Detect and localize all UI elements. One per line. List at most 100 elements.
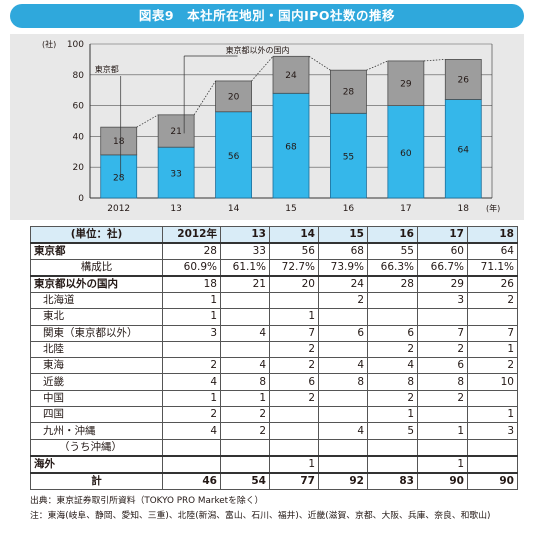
source-note: 出典：東京証券取引所資料（TOKYO PRO Marketを除く） <box>30 496 264 506</box>
table-cell: 1 <box>162 291 221 310</box>
x-tick-label: 16 <box>343 204 355 214</box>
table-cell <box>162 454 221 474</box>
table-cell: 54 <box>220 471 270 490</box>
table-cell <box>162 438 221 457</box>
table-cell: 2 <box>417 340 468 359</box>
table-row: 北陸 2 2 2 1 <box>30 340 518 359</box>
table-cell: 6 <box>367 324 418 342</box>
x-tick-label: 2012 <box>107 204 130 214</box>
table-cell <box>220 308 270 326</box>
trend-connector <box>366 60 389 71</box>
data-label-tokyo: 60 <box>400 149 412 159</box>
table-row: 東京都 28 33 56 68 55 60 64 <box>30 242 518 260</box>
table-cell: 2 <box>467 291 518 310</box>
table-cell: 92 <box>318 471 368 490</box>
table-cell <box>220 438 270 457</box>
y-tick-label: 20 <box>73 163 85 173</box>
table-cell: 2 <box>367 340 418 359</box>
table-cell: 4 <box>318 357 368 375</box>
table-cell: 2 <box>269 357 319 375</box>
year-header: 18 <box>467 226 518 244</box>
table-row: 北海道 1 2 3 2 <box>30 291 518 310</box>
trend-connector <box>423 59 446 62</box>
table-cell: 46 <box>162 471 221 490</box>
table-cell: 7 <box>467 324 518 342</box>
table-cell <box>269 422 319 440</box>
row-label: 東海 <box>30 357 163 375</box>
table-cell: 20 <box>269 275 319 293</box>
table-cell <box>367 291 418 310</box>
table-cell: 6 <box>417 357 468 375</box>
y-unit-label: (社) <box>42 39 56 49</box>
table-cell: 4 <box>162 422 221 440</box>
row-label: 東北 <box>30 308 163 326</box>
row-label: 近畿 <box>30 373 163 391</box>
bar-tokyo <box>215 111 252 199</box>
table-cell: 1 <box>162 308 221 326</box>
table-row: 海外 1 1 <box>30 454 518 474</box>
table-cell <box>318 340 368 359</box>
table-cell: 28 <box>367 275 418 293</box>
year-header: 17 <box>417 226 468 244</box>
table-cell <box>220 454 270 474</box>
table-cell: 2 <box>220 422 270 440</box>
table-cell <box>318 389 368 408</box>
table-cell <box>269 438 319 457</box>
table-cell: 60.9% <box>162 259 221 277</box>
table-cell: 90 <box>417 471 468 490</box>
table-cell: 6 <box>269 373 319 391</box>
table-cell: 2 <box>162 406 221 424</box>
table-cell: 2 <box>467 357 518 375</box>
year-header: 13 <box>220 226 270 244</box>
table-cell <box>367 438 418 457</box>
table-row: 東北 1 1 <box>30 308 518 326</box>
bar-other-domestic <box>100 126 138 156</box>
row-label: 北陸 <box>30 340 163 359</box>
table-cell <box>318 406 368 424</box>
bar-other-domestic <box>444 58 482 100</box>
row-label: 海外 <box>30 454 163 474</box>
table-cell: 1 <box>162 389 221 408</box>
table-cell: 83 <box>367 471 418 490</box>
row-label: 東京都 <box>30 242 163 260</box>
table-cell: 33 <box>220 242 270 260</box>
trend-connector <box>308 55 331 71</box>
table-cell: 66.3% <box>367 259 418 277</box>
table-cell: 21 <box>220 275 270 293</box>
unit-label: (単位：社) <box>30 226 163 244</box>
table-cell: 6 <box>318 324 368 342</box>
bar-tokyo <box>100 154 138 199</box>
trend-connector <box>136 114 159 128</box>
table-cell: 8 <box>220 373 270 391</box>
y-tick-label: 0 <box>78 194 84 204</box>
table-cell: 8 <box>417 373 468 391</box>
year-header: 15 <box>318 226 368 244</box>
table-cell: 2 <box>269 340 319 359</box>
table-cell: 4 <box>318 422 368 440</box>
table-cell: 2 <box>417 389 468 408</box>
table-cell: 64 <box>467 242 518 260</box>
x-unit-label: (年) <box>486 203 500 213</box>
table-cell <box>367 308 418 326</box>
table-cell: 1 <box>220 389 270 408</box>
data-label-other: 21 <box>170 127 181 137</box>
table-row: 構成比 60.9% 61.1% 72.7% 73.9% 66.3% 66.7% 71.1% <box>30 259 518 277</box>
y-tick-label: 40 <box>73 132 85 142</box>
table-cell: 10 <box>467 373 518 391</box>
table-cell: 28 <box>162 242 221 260</box>
table-row: 計 46 54 77 92 83 90 90 <box>30 471 518 490</box>
table-header-row: (単位：社) 2012年 13 14 15 16 17 18 <box>30 226 518 244</box>
table-row: 東海 2 4 2 4 4 6 2 <box>30 357 518 375</box>
y-tick-label: 100 <box>67 40 84 50</box>
table-cell: 55 <box>367 242 418 260</box>
table-row: （うち沖縄） <box>30 438 518 457</box>
data-label-tokyo: 28 <box>113 173 125 183</box>
data-label-tokyo: 55 <box>343 153 354 163</box>
region-note: 注：東海(岐阜、静岡、愛知、三重)、北陸(新潟、富山、石川、福井)、近畿(滋賀、… <box>30 511 491 521</box>
table-cell <box>367 454 418 474</box>
table-cell: 66.7% <box>417 259 468 277</box>
bar-other-domestic <box>330 69 367 114</box>
row-label: （うち沖縄） <box>30 438 163 457</box>
data-label-other: 18 <box>113 137 125 147</box>
trend-connector <box>251 56 274 82</box>
